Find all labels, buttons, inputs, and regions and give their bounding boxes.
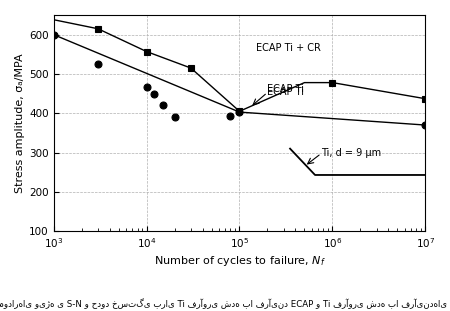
Y-axis label: Stress amplitude, σₐ/MPA: Stress amplitude, σₐ/MPA — [15, 53, 25, 193]
Text: ECAP Ti + CR: ECAP Ti + CR — [256, 43, 321, 53]
X-axis label: Number of cycles to failure, $N_f$: Number of cycles to failure, $N_f$ — [153, 254, 325, 268]
Text: ECAP Ti: ECAP Ti — [267, 87, 305, 97]
Text: Ti, d = 9 μm: Ti, d = 9 μm — [321, 148, 382, 158]
Text: ECAP Ti: ECAP Ti — [267, 84, 305, 95]
Text: شکل ۴. نمودارهای ویژه ی S-N و حدود خستگی برای Ti فرآوری شده با فرآیند ECAP و Ti : شکل ۴. نمودارهای ویژه ی S-N و حدود خستگی… — [0, 299, 450, 309]
